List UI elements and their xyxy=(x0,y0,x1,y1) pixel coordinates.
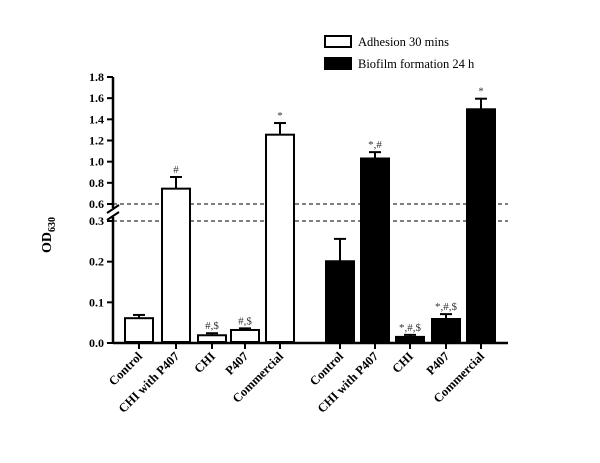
significance-label: # xyxy=(173,164,179,176)
x-tick-label: CHI with P407 xyxy=(315,349,381,415)
legend-swatch-adhesion xyxy=(324,35,352,48)
axis-break-mark xyxy=(106,204,120,214)
bars xyxy=(124,97,496,344)
legend: Adhesion 30 mins Biofilm formation 24 h xyxy=(324,35,475,71)
bar xyxy=(466,108,496,344)
y-axis-label: OD630 xyxy=(40,217,58,253)
legend-label-adhesion: Adhesion 30 mins xyxy=(358,35,449,49)
bar xyxy=(265,133,295,343)
bar xyxy=(197,334,227,344)
y-tick-label: 0.0 xyxy=(89,336,104,350)
significance-label: #,$ xyxy=(238,315,252,327)
x-tick-label: CHI xyxy=(192,349,219,376)
significance-label: * xyxy=(277,110,283,122)
y-tick-label: 0.2 xyxy=(89,255,104,269)
significance-label: *,# xyxy=(368,139,382,151)
x-tick-label: P407 xyxy=(223,349,252,378)
bar xyxy=(124,317,154,343)
legend-label-biofilm: Biofilm formation 24 h xyxy=(358,57,475,71)
bar xyxy=(360,157,390,343)
significance-label: * xyxy=(478,86,484,98)
bar xyxy=(431,318,461,343)
legend-swatch-biofilm xyxy=(324,57,352,70)
y-tick-label: 1.0 xyxy=(89,155,104,169)
y-tick-label: 1.4 xyxy=(89,112,104,126)
bar xyxy=(395,335,425,343)
x-tick-label: CHI xyxy=(390,349,417,376)
y-tick-label: 1.6 xyxy=(89,91,104,105)
bar xyxy=(161,187,191,343)
axis-break-mark xyxy=(106,211,120,221)
y-tick-label: 0.1 xyxy=(89,295,104,309)
significance-label: *,#,$ xyxy=(399,322,422,334)
x-tick-label: P407 xyxy=(424,349,453,378)
bar xyxy=(325,260,355,344)
significance-label: #,$ xyxy=(205,320,219,332)
y-tick-label: 0.6 xyxy=(89,197,104,211)
bar xyxy=(230,328,260,343)
y-tick-label: 1.2 xyxy=(89,134,104,148)
y-tick-label: 0.8 xyxy=(89,176,104,190)
y-tick-label: 0.3 xyxy=(89,214,104,228)
y-tick-label: 1.8 xyxy=(89,70,104,84)
significance-label: *,#,$ xyxy=(435,301,458,313)
